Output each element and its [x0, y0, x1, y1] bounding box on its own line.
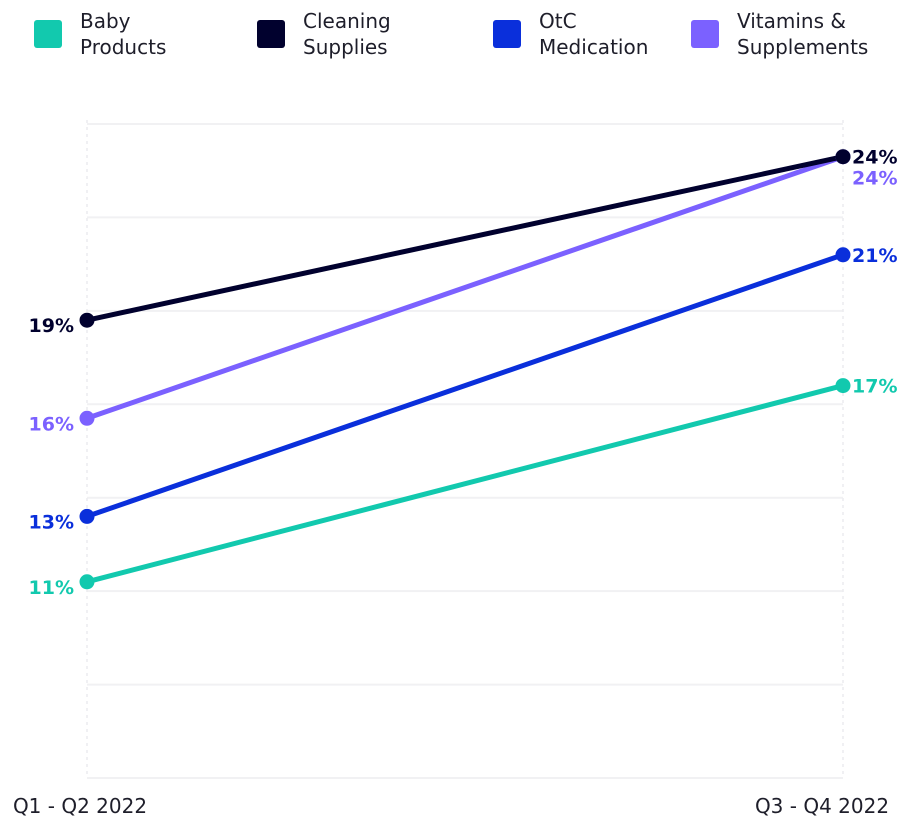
legend-label-otc-medication: OtC Medication	[539, 9, 649, 59]
legend-label-cleaning-supplies: Cleaning Supplies	[303, 9, 391, 59]
chart-grid	[86, 120, 844, 779]
series-line-otc-medication	[84, 252, 846, 519]
value-label-baby-products-start: 11%	[29, 577, 74, 599]
value-label-cleaning-supplies-start: 19%	[29, 315, 74, 337]
series-line-vitamins-supplements	[84, 154, 846, 421]
value-label-otc-medication-end: 21%	[852, 245, 897, 267]
data-point-otc-medication[interactable]	[835, 247, 851, 263]
legend-swatch-baby-products	[34, 20, 62, 48]
data-point-cleaning-supplies[interactable]	[835, 149, 851, 165]
chart-series-lines	[84, 154, 846, 585]
series-line-cleaning-supplies	[84, 154, 846, 323]
x-tick-label-end: Q3 - Q4 2022	[755, 794, 889, 818]
series-line-baby-products	[84, 383, 846, 585]
legend-swatch-vitamins-supplements	[691, 20, 719, 48]
legend-label-vitamins-supplements: Vitamins & Supplements	[737, 9, 869, 59]
chart-data-points	[79, 149, 851, 590]
legend-label-baby-products: Baby Products	[80, 9, 167, 59]
x-tick-label-start: Q1 - Q2 2022	[13, 794, 147, 818]
legend-swatch-cleaning-supplies	[257, 20, 285, 48]
value-label-vitamins-supplements-start: 16%	[29, 413, 74, 435]
legend-item-baby-products[interactable]: Baby Products	[34, 8, 166, 60]
value-label-baby-products-end: 17%	[852, 376, 897, 398]
value-label-otc-medication-start: 13%	[29, 511, 74, 533]
legend-item-cleaning-supplies[interactable]: Cleaning Supplies	[257, 8, 391, 60]
data-point-cleaning-supplies[interactable]	[79, 312, 95, 328]
data-point-vitamins-supplements[interactable]	[79, 410, 95, 426]
value-label-vitamins-supplements-end: 24%	[852, 168, 897, 190]
chart-value-labels: 11% 17% 19% 24% 13% 21% 16% 24%	[29, 147, 898, 599]
legend-item-otc-medication[interactable]: OtC Medication	[493, 8, 648, 60]
data-point-baby-products[interactable]	[79, 574, 95, 590]
value-label-cleaning-supplies-end: 24%	[852, 147, 897, 169]
legend-swatch-otc-medication	[493, 20, 521, 48]
data-point-otc-medication[interactable]	[79, 508, 95, 524]
chart-legend: Baby Products Cleaning Supplies OtC Medi…	[0, 8, 900, 68]
legend-item-vitamins-supplements[interactable]: Vitamins & Supplements	[691, 8, 868, 60]
data-point-baby-products[interactable]	[835, 378, 851, 394]
